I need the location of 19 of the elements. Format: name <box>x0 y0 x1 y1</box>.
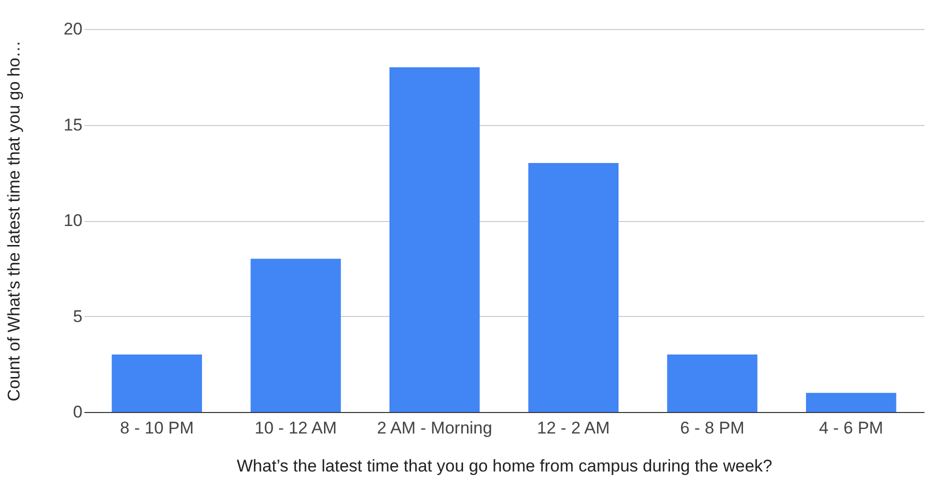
x-tick-label: 2 AM - Morning <box>376 418 492 438</box>
bar <box>112 354 202 412</box>
y-tick-label: 10 <box>64 211 82 230</box>
y-axis-title: Count of What’s the latest time that you go ho… <box>4 40 24 402</box>
x-tick-label: 6 - 8 PM <box>680 418 744 438</box>
y-tick-label: 15 <box>64 115 82 134</box>
x-tick-label: 12 - 2 AM <box>537 418 610 438</box>
y-tick-label: 20 <box>64 20 82 38</box>
y-tick-label: 5 <box>73 306 82 326</box>
x-tick-label: 10 - 12 AM <box>254 418 337 438</box>
bar <box>528 163 619 412</box>
y-tick-label: 0 <box>73 402 82 422</box>
x-axis-title: What’s the latest time that you go home from campus during the week? <box>236 456 772 476</box>
x-tick-label: 8 - 10 PM <box>120 418 194 438</box>
bar <box>250 258 341 412</box>
bar <box>667 354 758 412</box>
x-tick-label: 4 - 6 PM <box>818 418 884 438</box>
bar <box>389 67 480 412</box>
bar <box>806 392 896 412</box>
